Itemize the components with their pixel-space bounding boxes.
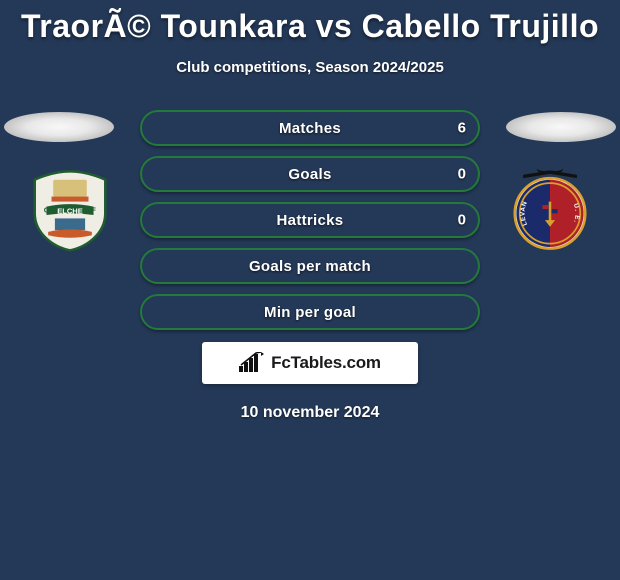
fctables-logo: FcTables.com [202,342,418,384]
svg-text:ELCHE: ELCHE [57,206,83,215]
stats-container: Matches 6 Goals 0 Hattricks 0 Goals per … [140,110,480,330]
stat-row-goals: Goals 0 [140,156,480,192]
comparison-area: ELCHE C F LLEVANT U. E. [0,110,620,422]
stat-row-goals-per-match: Goals per match [140,248,480,284]
stat-right-value: 0 [458,212,466,229]
flag-left-ellipse [4,112,114,142]
page-title: TraorÃ© Tounkara vs Cabello Trujillo [0,0,620,45]
stat-row-hattricks: Hattricks 0 [140,202,480,238]
stat-row-matches: Matches 6 [140,110,480,146]
stat-right-value: 0 [458,166,466,183]
stat-label: Goals [288,166,331,183]
stat-right-value: 6 [458,120,466,137]
stat-row-min-per-goal: Min per goal [140,294,480,330]
stat-label: Hattricks [277,212,344,229]
logo-text: FcTables.com [271,353,381,373]
flag-right-ellipse [506,112,616,142]
levante-crest-icon: LLEVANT U. E. [508,168,592,252]
subtitle: Club competitions, Season 2024/2025 [0,59,620,76]
svg-text:C: C [44,206,50,215]
elche-crest-icon: ELCHE C F [28,168,112,252]
stat-label: Goals per match [249,258,371,275]
svg-text:F: F [91,206,96,215]
date-text: 10 november 2024 [0,404,620,422]
stat-label: Matches [279,120,341,137]
stat-label: Min per goal [264,304,356,321]
bars-icon [239,352,265,374]
